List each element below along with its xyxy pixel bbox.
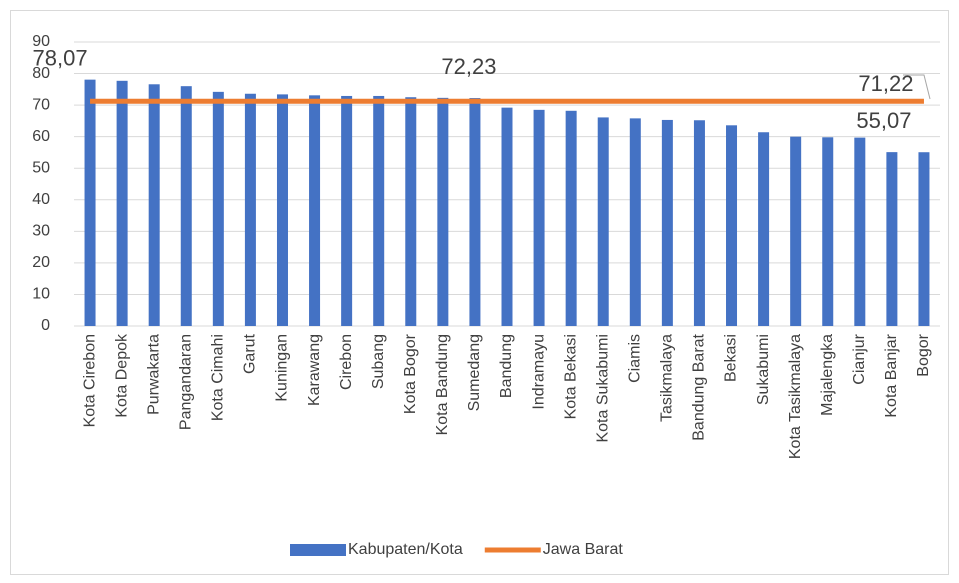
bar [822, 137, 834, 326]
value-label: 78,07 [33, 45, 88, 70]
x-tick-label: Subang [370, 334, 387, 389]
x-tick-label: Kuningan [274, 334, 291, 402]
x-tick-label: Kota Banjar [883, 333, 900, 417]
x-tick-label: Indramayu [530, 334, 547, 410]
x-tick-label: Kota Depok [113, 333, 130, 418]
x-tick-label: Pangandaran [177, 334, 194, 430]
x-tick-label: Sumedang [466, 334, 483, 411]
bar [565, 110, 577, 327]
bar [180, 86, 192, 326]
x-tick-label: Karawang [306, 334, 323, 406]
value-label: 55,07 [856, 108, 911, 133]
x-tick-label: Purwakarta [145, 334, 162, 415]
bar [373, 95, 385, 327]
x-tick-label: Cianjur [851, 333, 868, 384]
bar [597, 117, 609, 326]
bar [661, 119, 673, 326]
bar [790, 136, 802, 326]
bar [116, 80, 128, 327]
bar [276, 94, 288, 326]
y-tick-label: 70 [32, 96, 50, 113]
bar [758, 132, 770, 326]
x-tick-label: Kota Sukabumi [594, 334, 611, 443]
bar [405, 97, 417, 326]
value-label: 72,23 [441, 54, 496, 79]
y-tick-label: 60 [32, 128, 50, 145]
bar [726, 125, 738, 326]
x-tick-label: Bekasi [723, 334, 740, 382]
x-tick-label: Kota Tasikmalaya [787, 334, 804, 459]
x-tick-label: Bandung [498, 334, 515, 398]
bar [84, 79, 96, 326]
bar [629, 118, 641, 326]
bar [886, 152, 898, 326]
x-tick-label: Bandung Barat [691, 333, 708, 440]
legend-label: Jawa Barat [543, 541, 624, 558]
bar [918, 152, 930, 326]
x-tick-label: Cirebon [338, 334, 355, 390]
x-tick-label: Garut [242, 333, 259, 374]
y-tick-label: 40 [32, 191, 50, 208]
y-tick-label: 30 [32, 223, 50, 240]
y-tick-label: 90 [32, 33, 50, 50]
bar [533, 109, 545, 326]
y-tick-label: 10 [32, 286, 50, 303]
leader-line [903, 74, 931, 100]
y-tick-label: 50 [32, 159, 50, 176]
bar [437, 97, 449, 326]
bar [212, 91, 224, 326]
x-tick-label: Kota Bandung [434, 334, 451, 435]
x-tick-label: Kota Bekasi [562, 334, 579, 419]
bar [693, 120, 705, 326]
y-tick-label: 80 [32, 65, 50, 82]
x-tick-label: Tasikmalaya [659, 334, 676, 422]
y-tick-label: 20 [32, 254, 50, 271]
x-tick-label: Kota Bogor [402, 333, 419, 414]
bar [501, 107, 513, 326]
bar [854, 137, 866, 326]
bar [341, 95, 353, 327]
bar [148, 84, 160, 326]
x-tick-label: Ciamis [627, 334, 644, 383]
x-tick-label: Majalengka [819, 334, 836, 416]
legend-swatch [290, 544, 346, 556]
bar [469, 98, 481, 326]
x-tick-label: Kota Cimahi [210, 334, 227, 421]
x-tick-label: Sukabumi [755, 334, 772, 405]
x-tick-label: Bogor [915, 333, 932, 376]
bar [309, 95, 321, 326]
x-tick-label: Kota Cirebon [81, 334, 98, 427]
y-tick-label: 0 [41, 317, 50, 334]
value-label: 71,22 [858, 71, 913, 96]
bar [244, 93, 256, 326]
legend-label: Kabupaten/Kota [348, 541, 463, 558]
